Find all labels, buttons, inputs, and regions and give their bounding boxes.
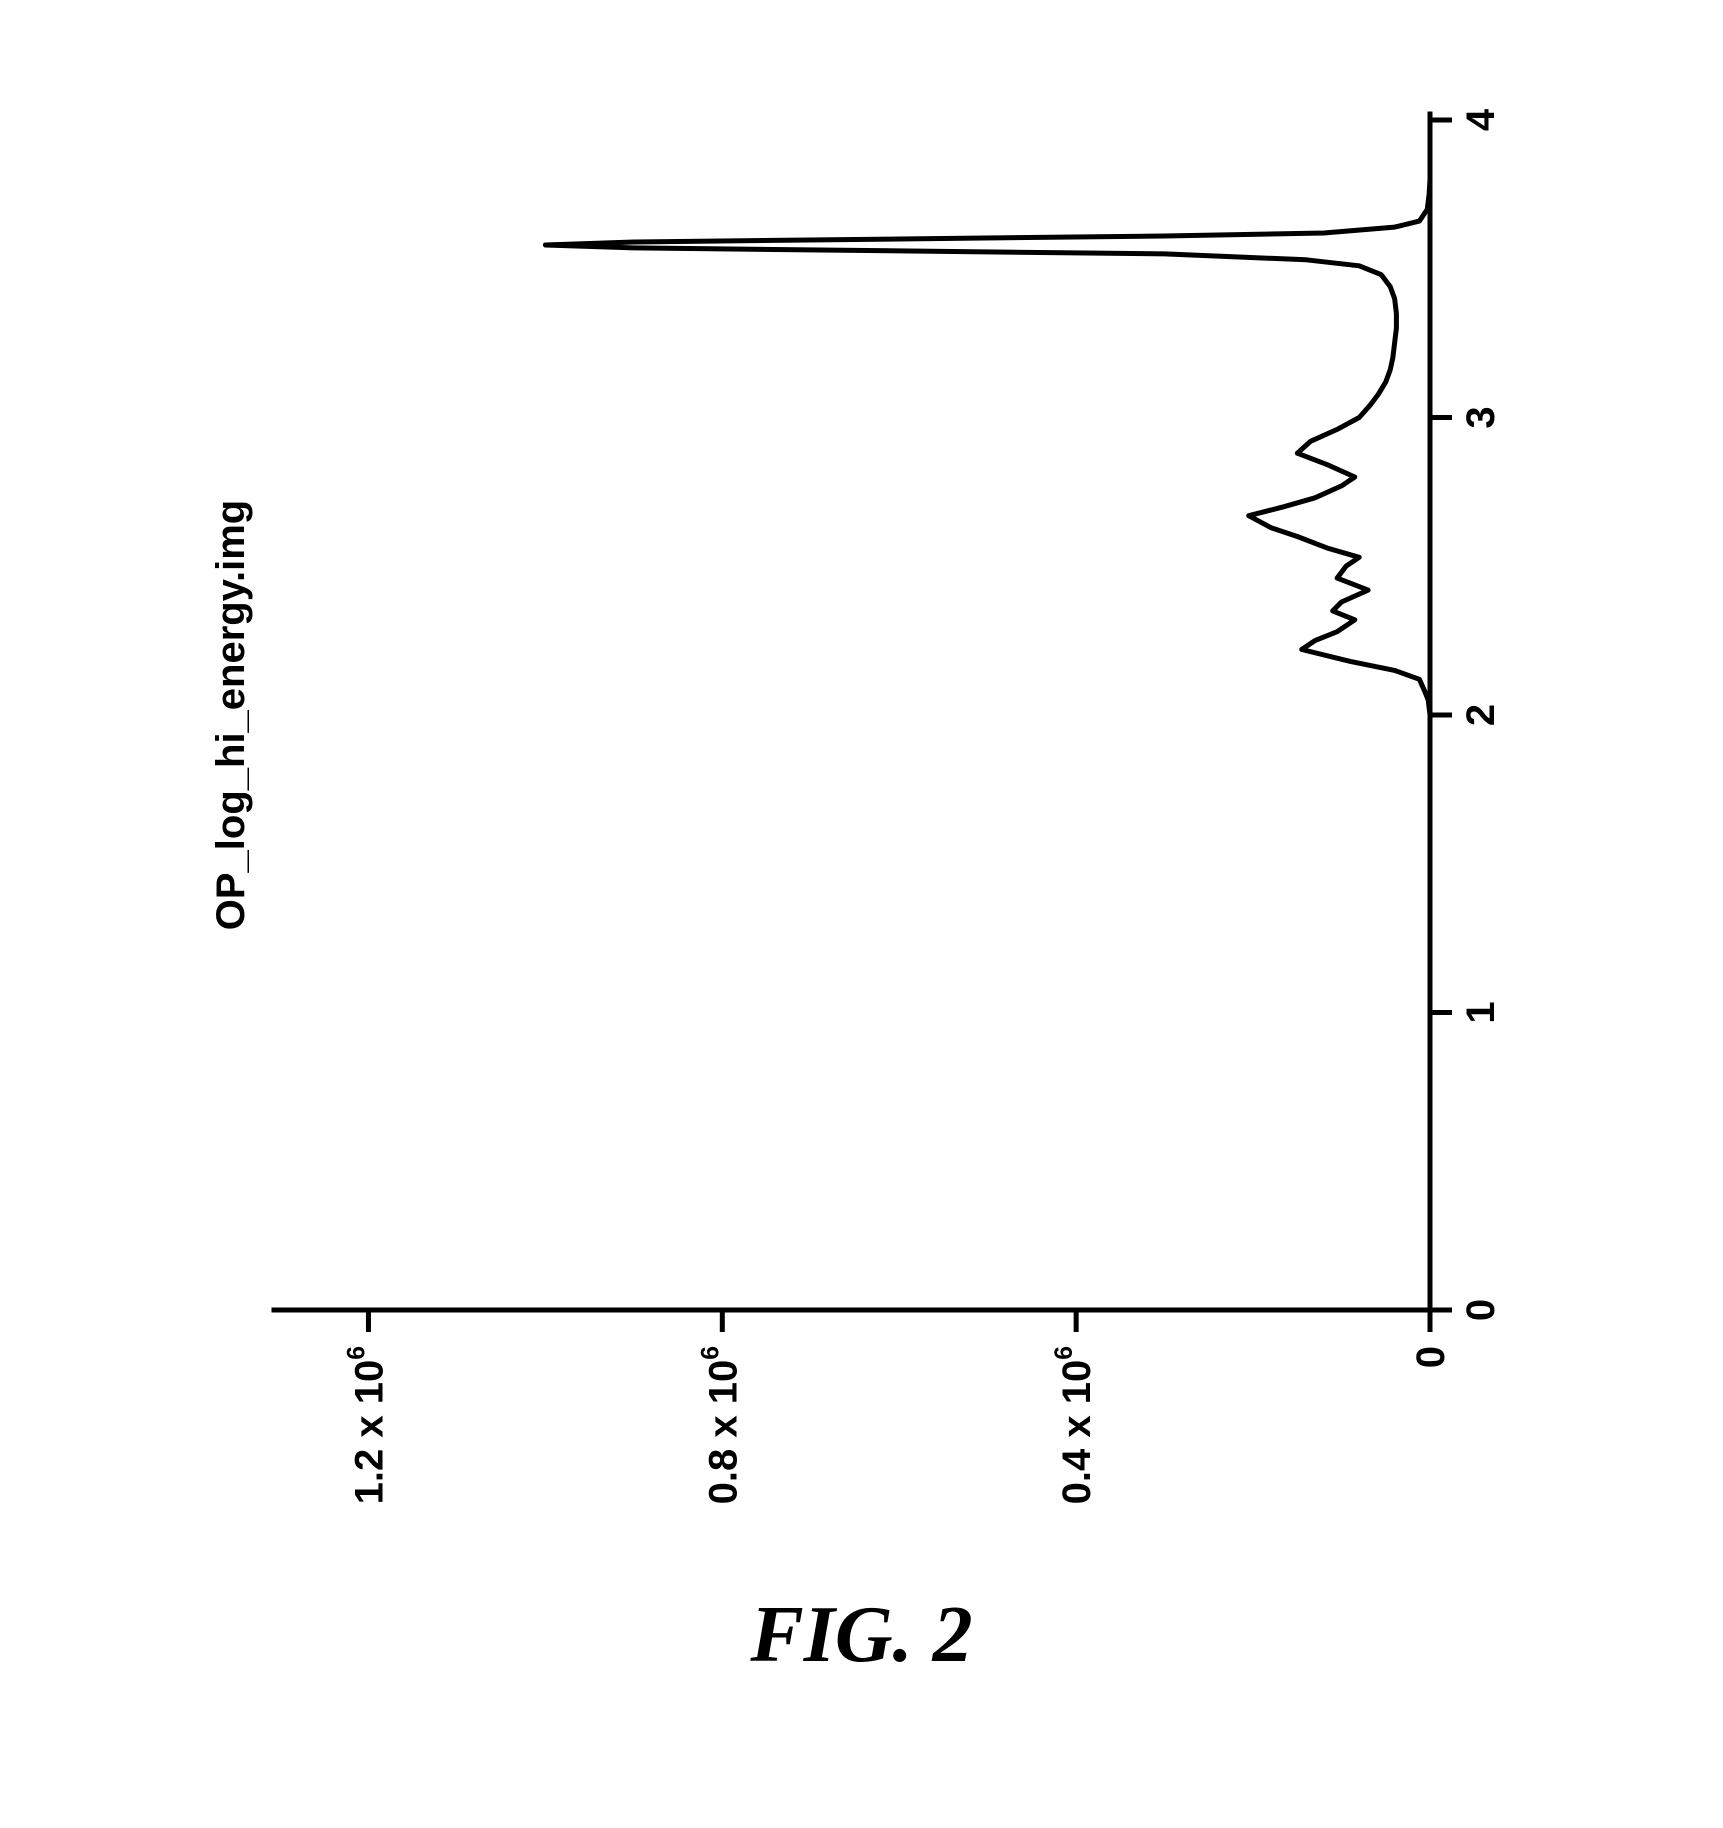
- y-tick-label: 1.2 x 106: [343, 1346, 391, 1504]
- data-line: [545, 120, 1430, 1310]
- x-tick-label: 0: [1459, 1299, 1503, 1321]
- y-tick-label: 0: [1409, 1346, 1453, 1368]
- figure-stage: 0 1 2 3 4 0 0.4 x 106 0.8 x 106 1.2 x 106 OP_log_…: [0, 0, 1723, 1828]
- y-tick-label: 0.8 x 106: [697, 1346, 745, 1504]
- chart-title: OP_log_hi_energy.img: [209, 500, 253, 931]
- y-tick-label: 0.4 x 106: [1051, 1346, 1099, 1504]
- x-tick-label: 1: [1459, 1001, 1503, 1023]
- x-tick-label: 2: [1459, 704, 1503, 726]
- x-tick-label: 4: [1459, 108, 1503, 131]
- x-tick-label: 3: [1459, 406, 1503, 428]
- figure-caption: FIG. 2: [712, 1590, 1012, 1681]
- rotated-line-chart: 0 1 2 3 4 0 0.4 x 106 0.8 x 106 1.2 x 106 OP_log_…: [0, 0, 1723, 1828]
